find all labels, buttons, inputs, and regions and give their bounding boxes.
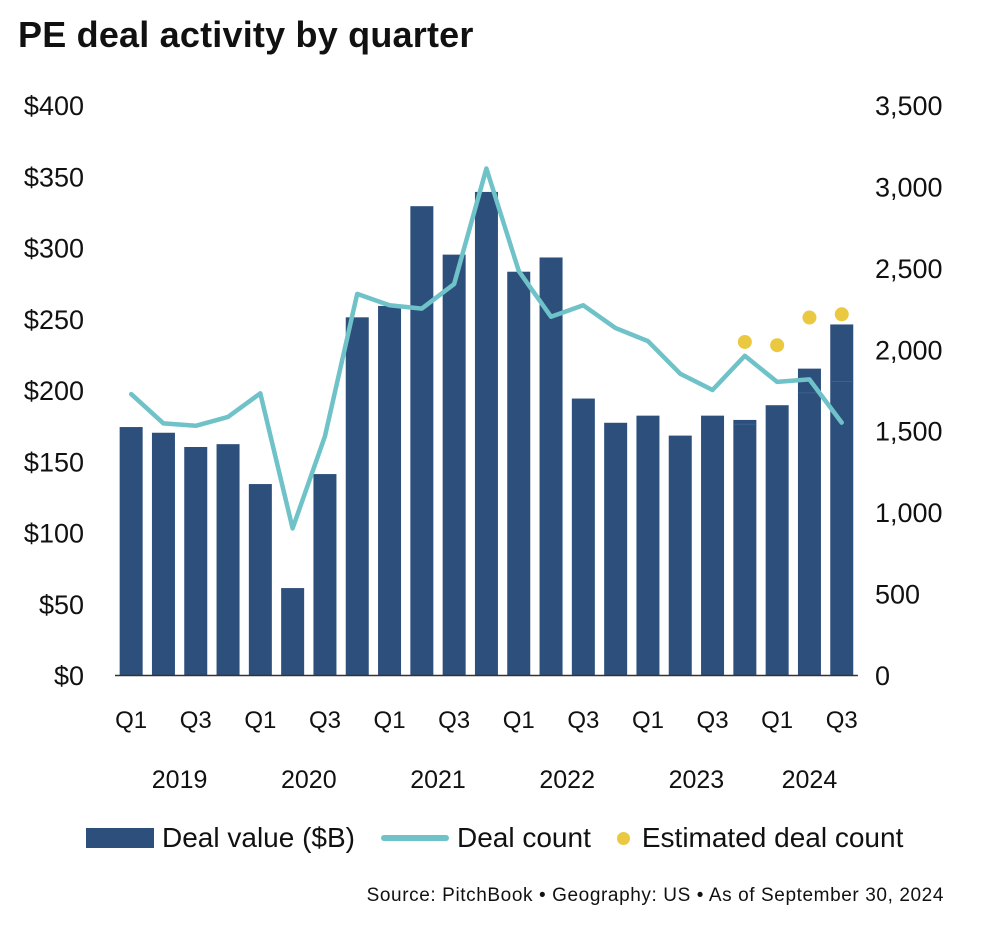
x-tick-label: Q3 (567, 707, 599, 734)
y-left-tick-label: $100 (24, 519, 84, 549)
y-right-tick-label: 1,500 (875, 417, 943, 447)
x-tick-label: Q3 (438, 707, 470, 734)
legend-item-deal-count: Deal count (380, 822, 591, 854)
legend-item-estimated: Estimated deal count (616, 822, 904, 854)
bar-2019-q3 (184, 447, 208, 675)
legend-swatch-dot (616, 831, 630, 845)
bar-2023-q4 (733, 419, 757, 675)
x-year-label: 2022 (539, 766, 595, 794)
legend-item-deal-value: Deal value ($B) (86, 822, 355, 854)
bar-2022-q4 (604, 422, 628, 675)
bar-2023-q2 (668, 435, 692, 675)
estimated-deal-count-dot (802, 310, 817, 325)
y-left-tick-label: $250 (24, 305, 84, 335)
x-year-label: 2024 (782, 766, 838, 794)
bar-2024-q1 (765, 405, 789, 675)
y-right-tick-label: 2,000 (875, 335, 943, 365)
legend-label-estimated: Estimated deal count (641, 822, 904, 853)
bar-2021-q2 (410, 206, 434, 676)
bar-2019-q4 (216, 444, 240, 675)
x-tick-label: Q3 (309, 707, 341, 734)
bar-2024-q3 (830, 324, 854, 675)
x-tick-label: Q1 (761, 707, 793, 734)
y-left-tick-label: $50 (39, 590, 84, 620)
x-tick-label: Q3 (697, 707, 729, 734)
bar-2021-q3 (442, 254, 466, 675)
bar-2021-q1 (378, 305, 402, 675)
y-left-tick-label: $300 (24, 234, 84, 264)
y-left-tick-label: $400 (24, 91, 84, 121)
y-left-tick-label: $350 (24, 162, 84, 192)
y-right-tick-label: 3,500 (875, 91, 943, 121)
bar-2020-q4 (345, 317, 369, 675)
legend-label-deal-count: Deal count (456, 822, 591, 853)
y-left-tick-label: $0 (54, 661, 84, 691)
estimated-deal-count-dot (770, 338, 785, 353)
y-right-tick-label: 0 (875, 661, 890, 691)
bar-2024-q2 (797, 368, 821, 675)
y-left-tick-label: $150 (24, 447, 84, 477)
bar-2019-q1 (119, 427, 143, 675)
x-tick-label: Q1 (503, 707, 535, 734)
bar-2022-q2 (539, 257, 563, 675)
chart-title: PE deal activity by quarter (18, 14, 474, 55)
bar-2020-q3 (313, 474, 337, 675)
y-right-tick-label: 3,000 (875, 172, 943, 202)
y-left-tick-label: $200 (24, 376, 84, 406)
estimated-deal-count-dot (737, 334, 752, 349)
bar-2023-q3 (701, 415, 725, 675)
x-tick-label: Q1 (374, 707, 406, 734)
legend-swatch-bar (86, 828, 154, 848)
bar-2019-q2 (151, 432, 175, 675)
deal-count-line (128, 166, 844, 531)
x-tick-label: Q1 (115, 707, 147, 734)
x-year-label: 2023 (669, 766, 725, 794)
source-note: Source: PitchBook • Geography: US • As o… (366, 885, 944, 906)
x-tick-label: Q3 (180, 707, 212, 734)
bar-2022-q3 (571, 398, 595, 675)
legend-swatch-line (380, 835, 449, 841)
bar-2022-q1 (507, 271, 531, 675)
x-tick-label: Q3 (826, 707, 858, 734)
combo-chart: $0 $50 $100 $150 $200 $250 $300 $350 $400 0 500 1,0… (24, 91, 943, 794)
bar-2023-q1 (636, 415, 660, 675)
legend-label-deal-value: Deal value ($B) (162, 822, 355, 853)
legend: Deal value ($B) Deal count Estimated dea… (86, 818, 929, 858)
bar-2021-q4 (474, 191, 498, 676)
y-right-tick-label: 2,500 (875, 254, 943, 284)
bar-2020-q2 (281, 588, 305, 675)
y-right-tick-label: 1,000 (875, 498, 943, 528)
axis-layer: $0 $50 $100 $150 $200 $250 $300 $350 $400 0 500 1,0… (24, 91, 943, 794)
x-year-label: 2019 (152, 766, 208, 794)
x-tick-label: Q1 (244, 707, 276, 734)
x-year-label: 2021 (410, 766, 466, 794)
estimated-deal-count-dot (834, 307, 849, 322)
line-layer (128, 166, 844, 531)
x-tick-label: Q1 (632, 707, 664, 734)
x-year-label: 2020 (281, 766, 337, 794)
y-right-tick-label: 500 (875, 580, 920, 610)
dots-layer (737, 307, 849, 353)
bar-2020-q1 (248, 484, 272, 675)
bars-layer (119, 191, 854, 676)
